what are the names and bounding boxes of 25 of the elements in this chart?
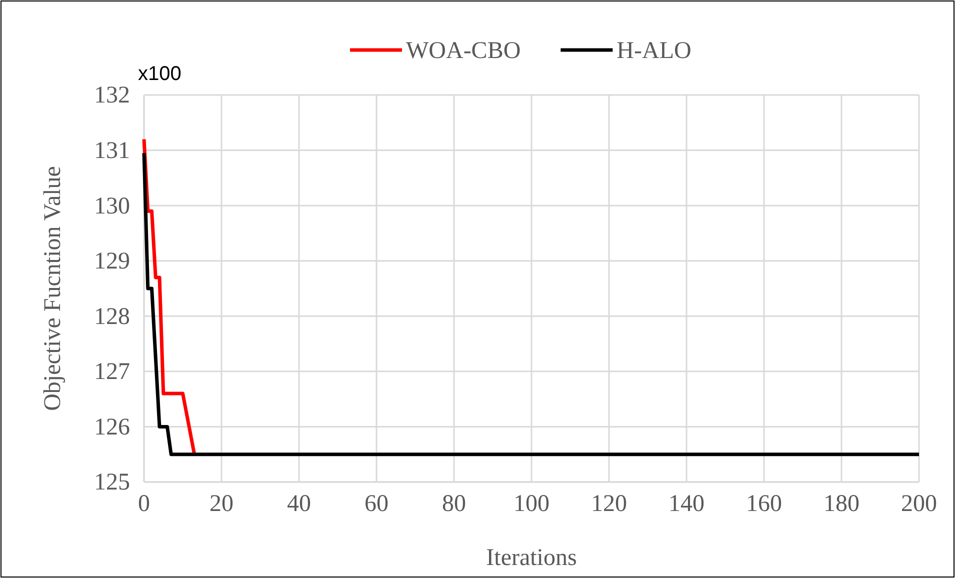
x-tick-label: 140 xyxy=(668,491,704,518)
x-tick-label: 40 xyxy=(287,491,311,518)
x-tick-label: 20 xyxy=(210,491,234,518)
y-tick-label: 132 xyxy=(94,82,130,109)
line-series xyxy=(142,151,921,456)
x-axis-title: Iterations xyxy=(486,545,577,571)
x-tick-label: 200 xyxy=(901,491,937,518)
x-tick-label: 80 xyxy=(442,491,466,518)
legend-label: H-ALO xyxy=(616,38,692,64)
x-tick-label: 120 xyxy=(591,491,627,518)
y-tick-label: 129 xyxy=(94,248,130,275)
y-tick-label: 130 xyxy=(94,193,130,220)
text: x100 xyxy=(138,63,182,85)
y-tick-label: 126 xyxy=(94,414,130,440)
y-tick-label: 131 xyxy=(94,138,130,164)
y-tick-label: 125 xyxy=(94,470,130,496)
y-tick-label: 127 xyxy=(94,359,130,386)
y-axis-title: Objective Fucntion Value xyxy=(40,166,66,411)
x-tick-label: 160 xyxy=(746,491,782,518)
x-tick-label: 100 xyxy=(514,491,550,518)
x-tick-label: 60 xyxy=(364,491,388,518)
legend-label: WOA-CBO xyxy=(406,38,521,64)
x-tick-label: 0 xyxy=(138,491,150,518)
x-tick-label: 180 xyxy=(824,491,860,518)
y-tick-label: 128 xyxy=(94,304,130,330)
